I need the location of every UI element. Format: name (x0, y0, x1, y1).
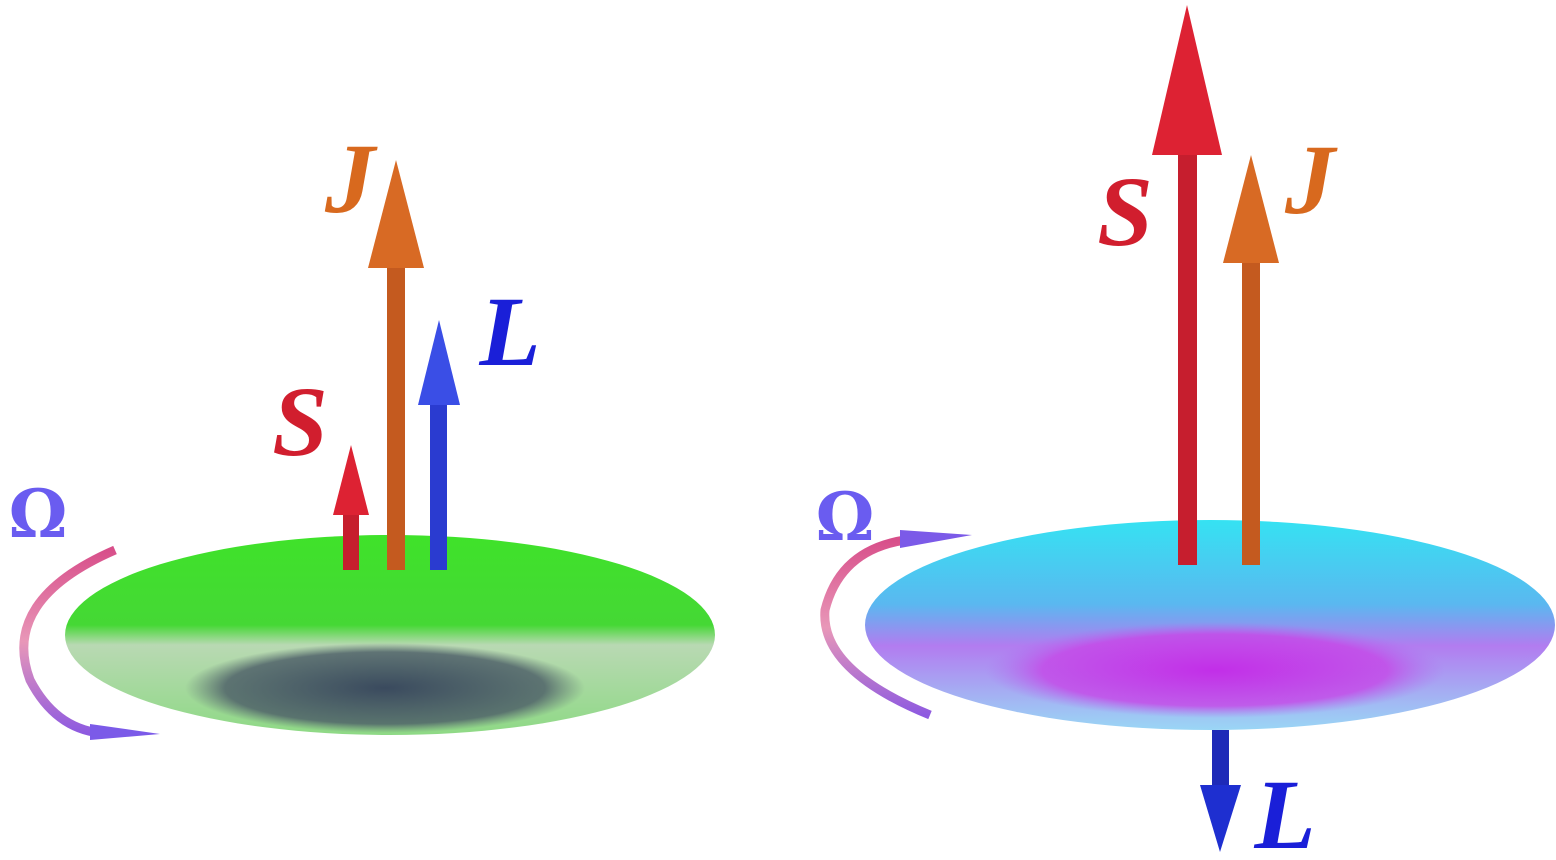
right-panel: S J L Ω (816, 5, 1555, 860)
arrow-s (333, 445, 369, 570)
rotation-arrowhead (90, 724, 160, 740)
rotation-arc (820, 535, 932, 720)
label-s: S (1097, 156, 1153, 267)
rotation-arrowhead (900, 530, 972, 548)
disk-shadow (985, 622, 1445, 718)
label-j: J (1284, 124, 1338, 235)
arrow-l (1200, 730, 1241, 852)
left-panel: J L S Ω (9, 123, 715, 740)
arrow-s (1152, 5, 1222, 565)
label-omega: Ω (816, 478, 875, 556)
arrow-j (368, 160, 424, 570)
label-l: L (1253, 759, 1315, 860)
arrow-j (1223, 155, 1279, 565)
label-s: S (272, 366, 328, 477)
label-omega: Ω (9, 475, 68, 553)
rotation-arc (19, 545, 117, 738)
arrow-l (418, 320, 460, 570)
label-l: L (478, 276, 540, 387)
label-j: J (324, 123, 378, 234)
disk-shadow (185, 643, 585, 733)
